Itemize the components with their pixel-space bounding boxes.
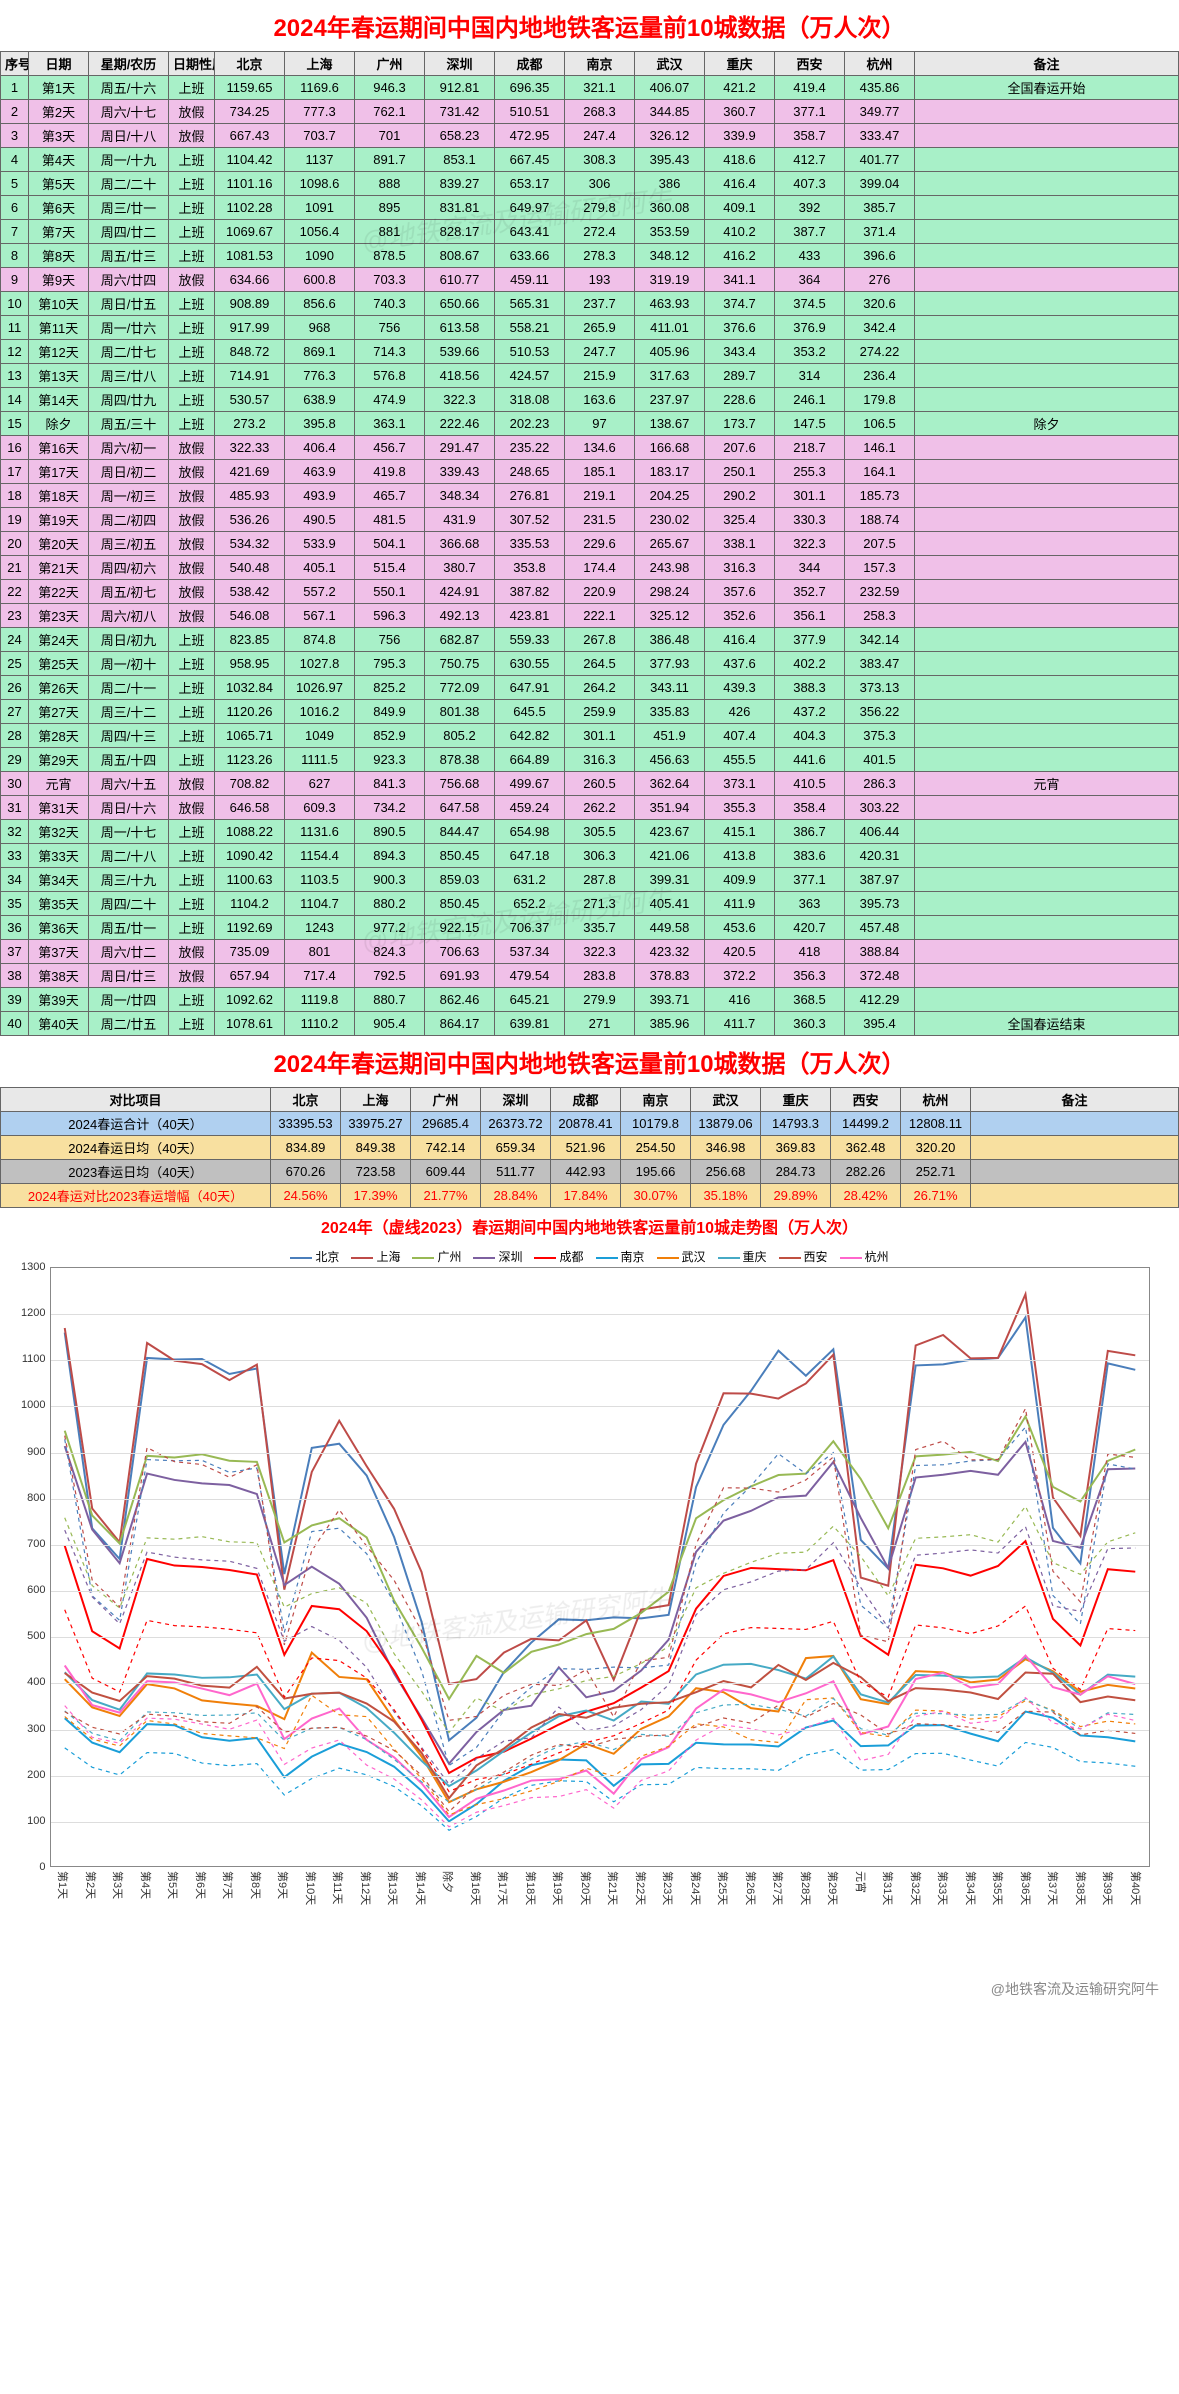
legend-item: 西安 [779, 1248, 828, 1265]
header-note: 备注 [915, 52, 1179, 76]
legend-item: 广州 [412, 1248, 461, 1265]
main-title-1: 2024年春运期间中国内地地铁客运量前10城数据（万人次） [0, 0, 1179, 51]
table-row: 21第21天周四/初六放假540.48405.1515.4380.7353.81… [1, 556, 1179, 580]
table-row: 12第12天周二/廿七上班848.72869.1714.3539.66510.5… [1, 340, 1179, 364]
table-row: 11第11天周一/廿六上班917.99968756613.58558.21265… [1, 316, 1179, 340]
header-city: 成都 [495, 52, 565, 76]
table-row: 6第6天周三/廿一上班1102.281091895831.81649.97279… [1, 196, 1179, 220]
table-row: 24第24天周日/初九上班823.85874.8756682.87559.332… [1, 628, 1179, 652]
legend-item: 成都 [534, 1248, 583, 1265]
table-row: 15除夕周五/三十上班273.2395.8363.1222.46202.2397… [1, 412, 1179, 436]
header-meta: 日期性质 [169, 52, 215, 76]
header-city: 南京 [565, 52, 635, 76]
table-row: 2第2天周六/十七放假734.25777.3762.1731.42510.512… [1, 100, 1179, 124]
legend-item: 重庆 [718, 1248, 767, 1265]
table-row: 29第29天周五/十四上班1123.261111.5923.3878.38664… [1, 748, 1179, 772]
legend-item: 北京 [290, 1248, 339, 1265]
table-row: 7第7天周四/廿二上班1069.671056.4881828.17643.412… [1, 220, 1179, 244]
summary-row: 2023春运日均（40天）670.26723.58609.44511.77442… [1, 1160, 1179, 1184]
table-row: 3第3天周日/十八放假667.43703.7701658.23472.95247… [1, 124, 1179, 148]
summary-row: 2024春运日均（40天）834.89849.38742.14659.34521… [1, 1136, 1179, 1160]
legend-item: 南京 [596, 1248, 645, 1265]
chart-legend: 北京上海广州深圳成都南京武汉重庆西安杭州 [0, 1244, 1179, 1267]
table-row: 25第25天周一/初十上班958.951027.8795.3750.75630.… [1, 652, 1179, 676]
table-row: 34第34天周三/十九上班1100.631103.5900.3859.03631… [1, 868, 1179, 892]
table-row: 4第4天周一/十九上班1104.421137891.7853.1667.4530… [1, 148, 1179, 172]
table-row: 31第31天周日/十六放假646.58609.3734.2647.58459.2… [1, 796, 1179, 820]
table-row: 30元宵周六/十五放假708.82627841.3756.68499.67260… [1, 772, 1179, 796]
table-row: 10第10天周日/廿五上班908.89856.6740.3650.66565.3… [1, 292, 1179, 316]
legend-item: 深圳 [473, 1248, 522, 1265]
table-row: 8第8天周五/廿三上班1081.531090878.5808.67633.662… [1, 244, 1179, 268]
table-row: 20第20天周三/初五放假534.32533.9504.1366.68335.5… [1, 532, 1179, 556]
header-city: 上海 [285, 52, 355, 76]
summary-table: 对比项目北京上海广州深圳成都南京武汉重庆西安杭州备注 2024春运合计（40天）… [0, 1087, 1179, 1208]
summary-row: 2024春运合计（40天）33395.5333975.2729685.42637… [1, 1112, 1179, 1136]
header-city: 北京 [215, 52, 285, 76]
table-row: 35第35天周四/二十上班1104.21104.7880.2850.45652.… [1, 892, 1179, 916]
legend-item: 武汉 [657, 1248, 706, 1265]
table-row: 28第28天周四/十三上班1065.711049852.9805.2642.82… [1, 724, 1179, 748]
credit-text: @地铁客流及运输研究阿牛 [0, 1975, 1179, 2011]
table-row: 14第14天周四/廿九上班530.57638.9474.9322.3318.08… [1, 388, 1179, 412]
table-row: 36第36天周五/廿一上班1192.691243977.2922.15706.3… [1, 916, 1179, 940]
table-row: 23第23天周六/初八放假546.08567.1596.3492.13423.8… [1, 604, 1179, 628]
trend-chart: 0100200300400500600700800900100011001200… [10, 1267, 1170, 1967]
header-city: 杭州 [845, 52, 915, 76]
header-city: 重庆 [705, 52, 775, 76]
table-row: 27第27天周三/十二上班1120.261016.2849.9801.38645… [1, 700, 1179, 724]
main-title-2: 2024年春运期间中国内地地铁客运量前10城数据（万人次） [0, 1036, 1179, 1087]
table-row: 37第37天周六/廿二放假735.09801824.3706.63537.343… [1, 940, 1179, 964]
table-row: 39第39天周一/廿四上班1092.621119.8880.7862.46645… [1, 988, 1179, 1012]
table-row: 26第26天周二/十一上班1032.841026.97825.2772.0964… [1, 676, 1179, 700]
header-city: 西安 [775, 52, 845, 76]
table-row: 38第38天周日/廿三放假657.94717.4792.5691.93479.5… [1, 964, 1179, 988]
table-row: 16第16天周六/初一放假322.33406.4456.7291.47235.2… [1, 436, 1179, 460]
header-city: 深圳 [425, 52, 495, 76]
chart-title: 2024年（虚线2023）春运期间中国内地地铁客运量前10城走势图（万人次） [0, 1208, 1179, 1244]
header-city: 武汉 [635, 52, 705, 76]
table-row: 18第18天周一/初三放假485.93493.9465.7348.34276.8… [1, 484, 1179, 508]
table-row: 5第5天周二/二十上班1101.161098.6888839.27653.173… [1, 172, 1179, 196]
table-row: 33第33天周二/十八上班1090.421154.4894.3850.45647… [1, 844, 1179, 868]
table-row: 13第13天周三/廿八上班714.91776.3576.8418.56424.5… [1, 364, 1179, 388]
summary-row: 2024春运对比2023春运增幅（40天）24.56%17.39%21.77%2… [1, 1184, 1179, 1208]
table-row: 19第19天周二/初四放假536.26490.5481.5431.9307.52… [1, 508, 1179, 532]
legend-item: 上海 [351, 1248, 400, 1265]
table-row: 40第40天周二/廿五上班1078.611110.2905.4864.17639… [1, 1012, 1179, 1036]
header-meta: 星期/农历 [89, 52, 169, 76]
header-meta: 序号 [1, 52, 29, 76]
table-row: 9第9天周六/廿四放假634.66600.8703.3610.77459.111… [1, 268, 1179, 292]
header-meta: 日期 [29, 52, 89, 76]
table-row: 32第32天周一/十七上班1088.221131.6890.5844.47654… [1, 820, 1179, 844]
legend-item: 杭州 [840, 1248, 889, 1265]
table-row: 22第22天周五/初七放假538.42557.2550.1424.91387.8… [1, 580, 1179, 604]
header-city: 广州 [355, 52, 425, 76]
daily-data-table: 序号日期星期/农历日期性质北京上海广州深圳成都南京武汉重庆西安杭州备注 1第1天… [0, 51, 1179, 1036]
table-row: 17第17天周日/初二放假421.69463.9419.8339.43248.6… [1, 460, 1179, 484]
table-row: 1第1天周五/十六上班1159.651169.6946.3912.81696.3… [1, 76, 1179, 100]
